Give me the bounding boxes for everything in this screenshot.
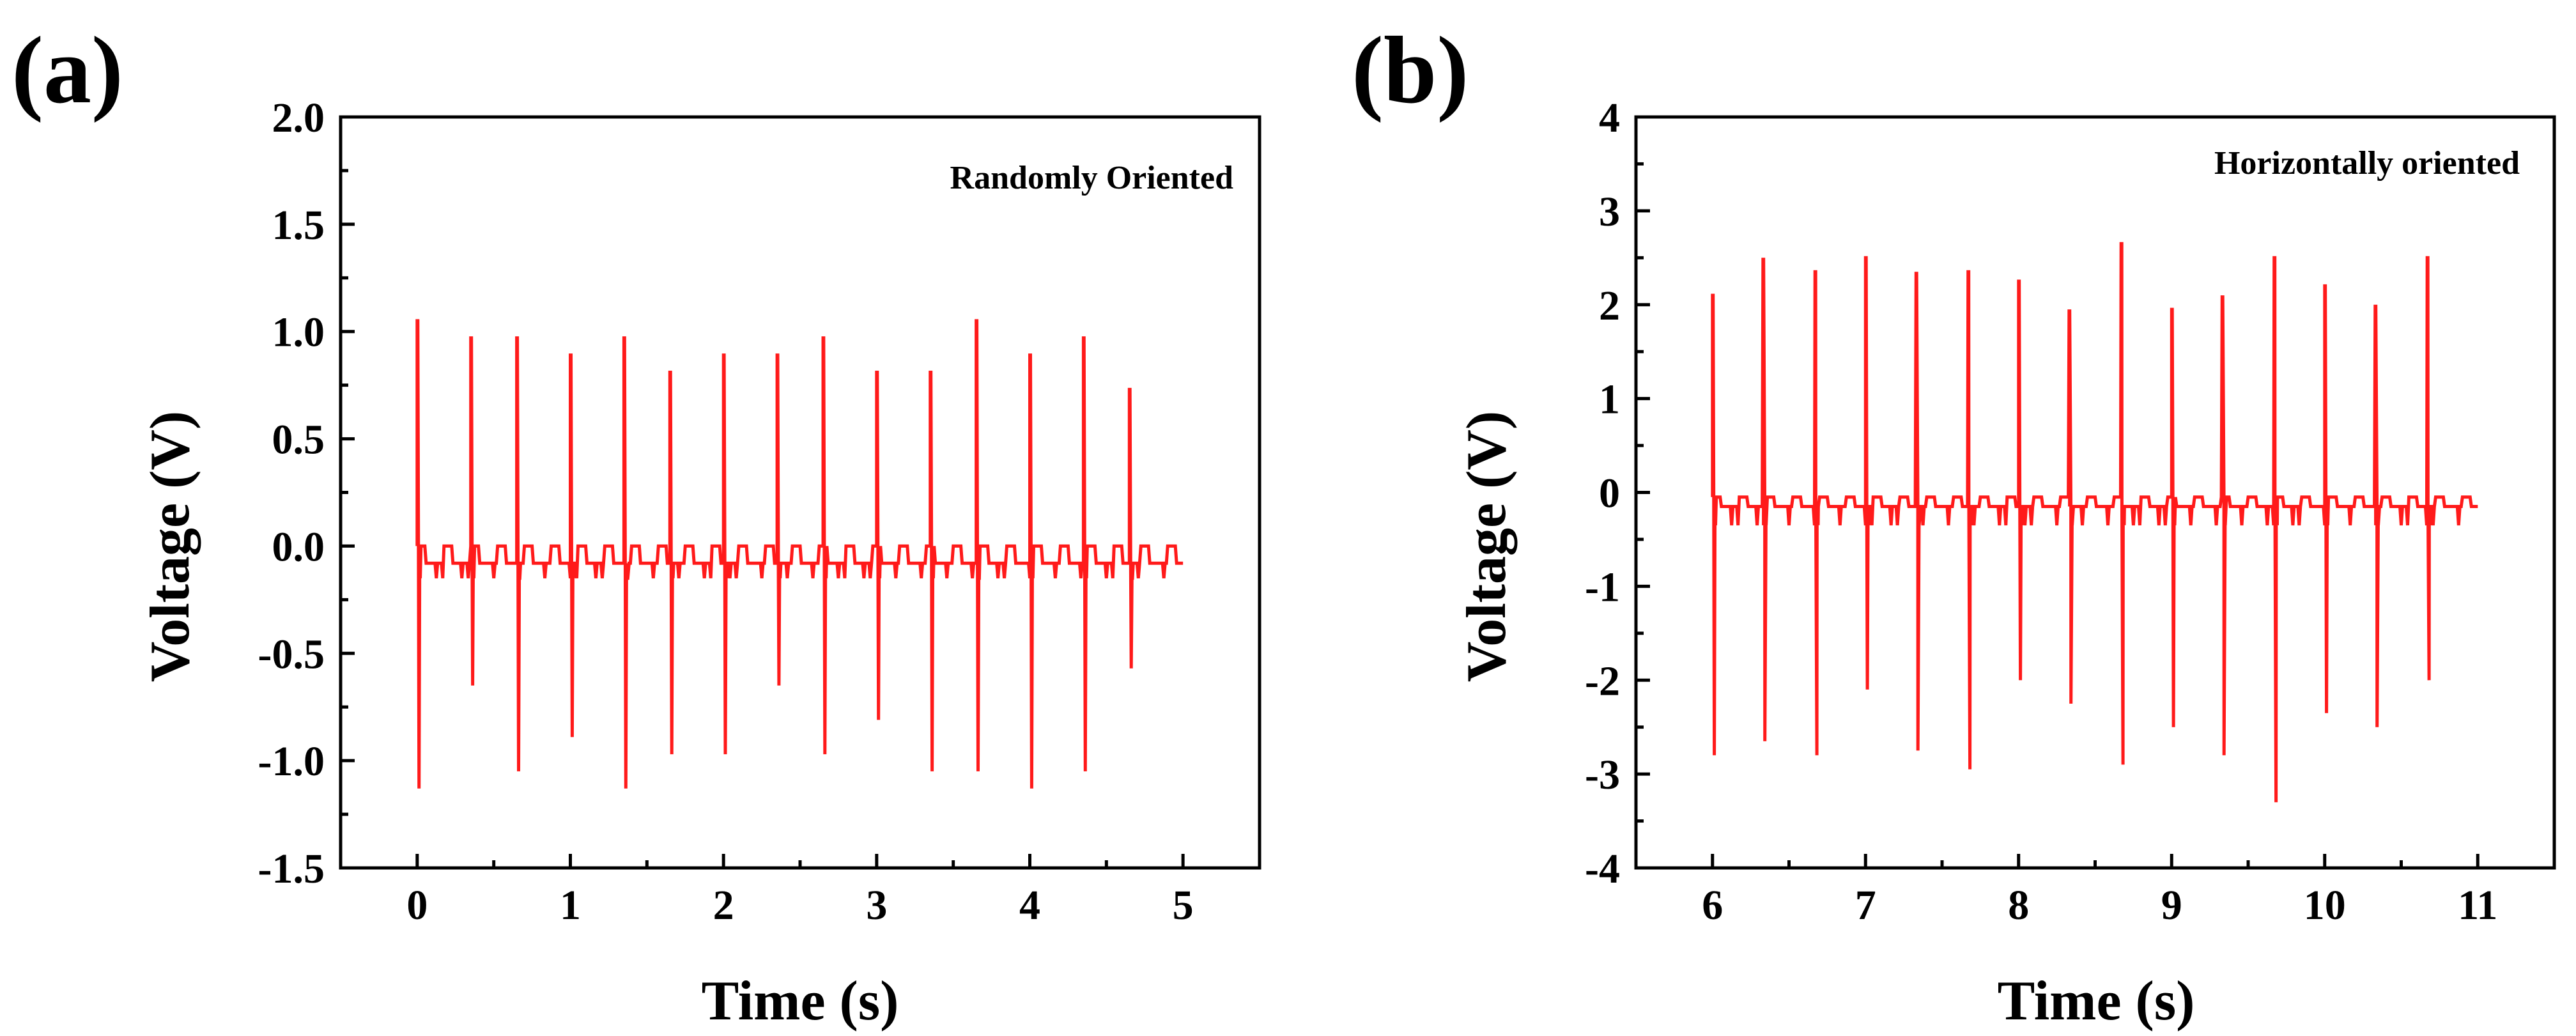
x-tick-label: 6 bbox=[1702, 882, 1723, 929]
x-tick-label: 8 bbox=[2008, 882, 2029, 929]
y-tick-label: 1 bbox=[1599, 376, 1620, 423]
y-tick-label: 2 bbox=[1599, 282, 1620, 329]
y-tick-label: -2 bbox=[1585, 658, 1620, 704]
x-tick-label: 0 bbox=[406, 882, 428, 929]
x-tick-label: 9 bbox=[2161, 882, 2182, 929]
x-tick-label: 4 bbox=[1019, 882, 1040, 929]
panel-b-voltage-line bbox=[1711, 242, 2478, 803]
y-tick-label: 1.0 bbox=[272, 309, 325, 356]
panel-a-plot-frame bbox=[339, 115, 1261, 870]
x-tick-label: 3 bbox=[866, 882, 887, 929]
y-tick-label: -0.5 bbox=[258, 631, 325, 677]
panel-b-y-axis-title: Voltage (V) bbox=[1456, 411, 1518, 682]
y-tick-label: -1.0 bbox=[258, 738, 325, 785]
panel-a-label: (a) bbox=[12, 17, 123, 123]
x-tick-label: 1 bbox=[560, 882, 581, 929]
x-tick-label: 5 bbox=[1173, 882, 1194, 929]
y-tick-label: -1 bbox=[1585, 564, 1620, 610]
x-tick-label: 11 bbox=[2458, 882, 2497, 929]
y-tick-label: -1.5 bbox=[258, 846, 325, 892]
y-tick-label: 1.5 bbox=[272, 202, 325, 249]
x-tick-label: 7 bbox=[1855, 882, 1876, 929]
panel-b-annotation: Horizontally oriented bbox=[2214, 145, 2520, 182]
y-tick-label: 0 bbox=[1599, 470, 1620, 517]
y-tick-label: 4 bbox=[1599, 95, 1620, 141]
y-tick-label: 3 bbox=[1599, 189, 1620, 235]
panel-a-voltage-line bbox=[415, 319, 1184, 789]
panel-b-ticks: 6 7 8 9 10 11 -4 -3 -2 -1 0 1 2 3 4 bbox=[1585, 95, 2497, 929]
panel-a-annotation: Randomly Oriented bbox=[950, 160, 1234, 196]
y-tick-label: -3 bbox=[1585, 752, 1620, 798]
panel-a-y-axis-title: Voltage (V) bbox=[139, 411, 201, 682]
panel-b: (b) Voltage (V) Time (s) Horizontally or… bbox=[1352, 17, 2556, 1032]
x-tick-label: 10 bbox=[2304, 882, 2346, 929]
y-tick-label: -4 bbox=[1585, 846, 1620, 892]
panel-b-x-axis-title: Time (s) bbox=[1998, 970, 2195, 1032]
y-tick-label: 0.0 bbox=[272, 523, 325, 570]
panel-a: (a) Voltage (V) Time (s) Randomly Orient… bbox=[12, 17, 1261, 1032]
panel-a-ticks: 0 1 2 3 4 5 -1.5 -1.0 -0.5 0.0 0.5 1.0 1.5 2.0 bbox=[258, 95, 1194, 929]
y-tick-label: 2.0 bbox=[272, 95, 325, 141]
panel-a-x-axis-title: Time (s) bbox=[702, 970, 899, 1032]
panel-b-label: (b) bbox=[1352, 17, 1469, 123]
panel-b-plot-frame bbox=[1634, 115, 2556, 870]
y-tick-label: 0.5 bbox=[272, 417, 325, 463]
x-tick-label: 2 bbox=[713, 882, 734, 929]
